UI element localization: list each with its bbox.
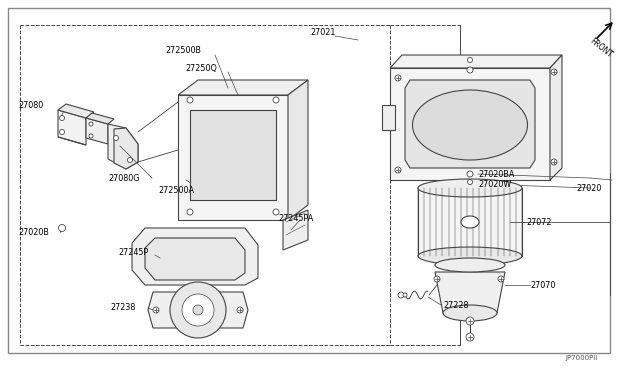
Polygon shape bbox=[405, 80, 535, 168]
Polygon shape bbox=[382, 105, 395, 130]
Text: 27070: 27070 bbox=[530, 280, 556, 289]
Circle shape bbox=[467, 67, 473, 73]
Polygon shape bbox=[86, 113, 114, 124]
Circle shape bbox=[58, 224, 65, 231]
Circle shape bbox=[273, 209, 279, 215]
Text: 27020: 27020 bbox=[577, 183, 602, 192]
Text: JP7000PII: JP7000PII bbox=[566, 355, 598, 361]
Ellipse shape bbox=[435, 258, 505, 272]
Circle shape bbox=[398, 292, 404, 298]
Polygon shape bbox=[390, 55, 562, 68]
Polygon shape bbox=[58, 137, 86, 145]
Text: 27250Q: 27250Q bbox=[185, 64, 217, 73]
Circle shape bbox=[498, 276, 504, 282]
Text: 27080G: 27080G bbox=[108, 173, 140, 183]
Polygon shape bbox=[86, 118, 108, 144]
Circle shape bbox=[403, 293, 407, 297]
Polygon shape bbox=[108, 124, 138, 169]
Circle shape bbox=[467, 180, 472, 185]
Text: 27238: 27238 bbox=[110, 304, 136, 312]
Text: 27021: 27021 bbox=[310, 28, 335, 36]
Ellipse shape bbox=[418, 247, 522, 265]
Circle shape bbox=[127, 157, 132, 163]
Polygon shape bbox=[288, 80, 308, 220]
Circle shape bbox=[187, 209, 193, 215]
Text: 27020BA: 27020BA bbox=[478, 170, 515, 179]
Polygon shape bbox=[58, 104, 94, 118]
Circle shape bbox=[395, 75, 401, 81]
Circle shape bbox=[89, 134, 93, 138]
Circle shape bbox=[551, 69, 557, 75]
Polygon shape bbox=[178, 80, 308, 95]
Ellipse shape bbox=[443, 305, 497, 321]
Polygon shape bbox=[550, 55, 562, 180]
Circle shape bbox=[153, 307, 159, 313]
Text: 27228: 27228 bbox=[443, 301, 468, 310]
Polygon shape bbox=[178, 95, 288, 220]
Polygon shape bbox=[114, 128, 138, 169]
Circle shape bbox=[434, 276, 440, 282]
Text: 27072: 27072 bbox=[526, 218, 552, 227]
Polygon shape bbox=[283, 210, 308, 250]
Text: 27020B: 27020B bbox=[18, 228, 49, 237]
Ellipse shape bbox=[413, 90, 527, 160]
Polygon shape bbox=[145, 238, 245, 280]
Text: FRONT: FRONT bbox=[588, 36, 614, 60]
Circle shape bbox=[182, 294, 214, 326]
Circle shape bbox=[466, 333, 474, 341]
Circle shape bbox=[467, 58, 472, 62]
Circle shape bbox=[60, 115, 65, 121]
Circle shape bbox=[237, 307, 243, 313]
Polygon shape bbox=[418, 188, 522, 256]
Polygon shape bbox=[435, 272, 505, 313]
Polygon shape bbox=[390, 68, 550, 180]
Circle shape bbox=[89, 122, 93, 126]
Circle shape bbox=[273, 97, 279, 103]
Circle shape bbox=[551, 159, 557, 165]
Ellipse shape bbox=[418, 179, 522, 197]
Text: 27080: 27080 bbox=[18, 100, 44, 109]
Circle shape bbox=[193, 305, 203, 315]
Circle shape bbox=[466, 317, 474, 325]
Polygon shape bbox=[58, 110, 86, 145]
Text: 27245PA: 27245PA bbox=[278, 214, 313, 222]
Text: 27245P: 27245P bbox=[118, 247, 148, 257]
Circle shape bbox=[395, 167, 401, 173]
Circle shape bbox=[60, 129, 65, 135]
Polygon shape bbox=[132, 228, 258, 285]
Circle shape bbox=[170, 282, 226, 338]
Text: 272500B: 272500B bbox=[165, 45, 201, 55]
Ellipse shape bbox=[461, 216, 479, 228]
Polygon shape bbox=[148, 292, 248, 328]
Text: 27020W: 27020W bbox=[478, 180, 511, 189]
Circle shape bbox=[113, 135, 118, 141]
Text: 272500A: 272500A bbox=[158, 186, 194, 195]
Circle shape bbox=[467, 171, 473, 177]
Polygon shape bbox=[190, 110, 276, 200]
Circle shape bbox=[187, 97, 193, 103]
